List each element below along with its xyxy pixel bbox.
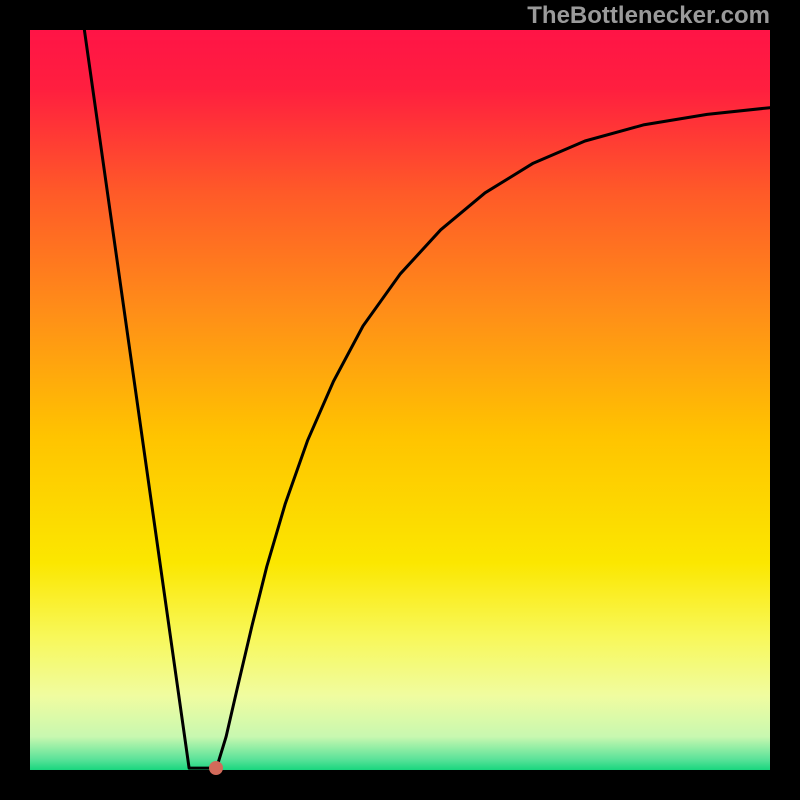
optimal-point-marker <box>209 761 223 775</box>
plot-area <box>30 30 770 770</box>
chart-frame: TheBottlenecker.com <box>0 0 800 800</box>
watermark-text: TheBottlenecker.com <box>527 2 770 30</box>
bottleneck-curve <box>30 30 770 770</box>
